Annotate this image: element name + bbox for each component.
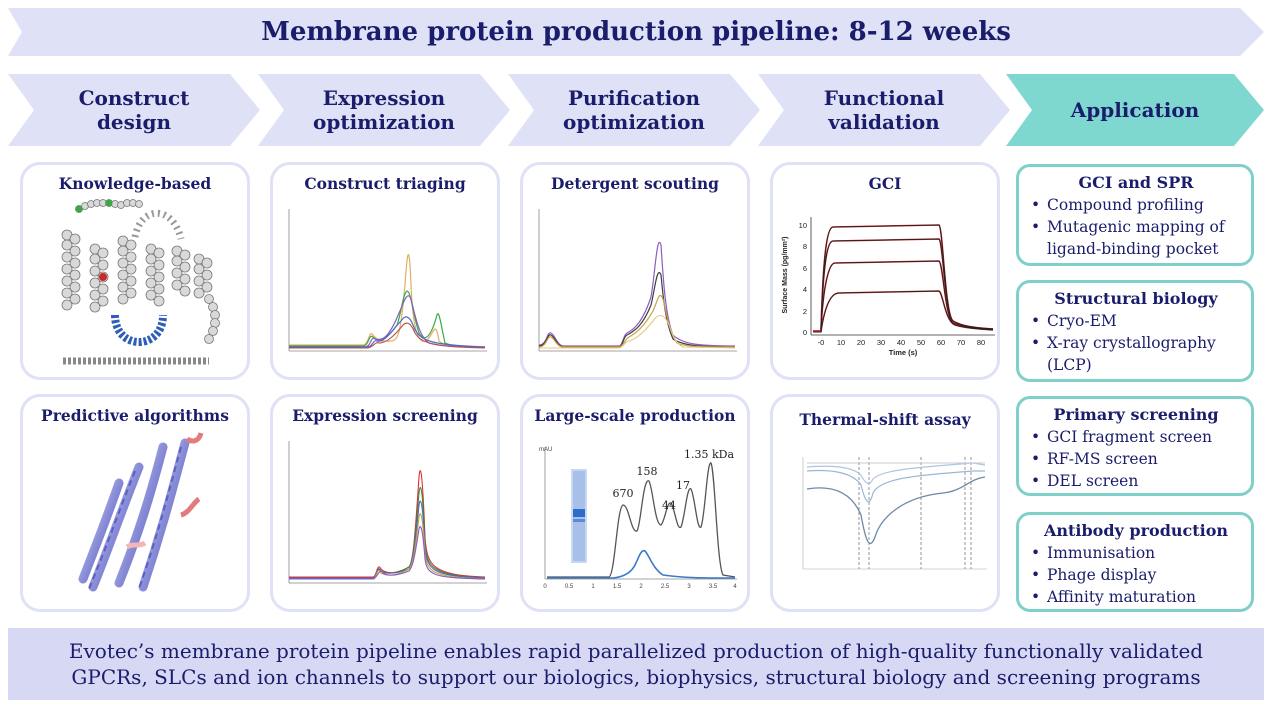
step-label-line1: Purification [567,85,701,110]
card-title: Detergent scouting [551,174,719,193]
large-scale-x-tick: 2.5 [661,584,670,590]
card-thermal-shift-assay: Thermal-shift assay [770,394,1000,612]
application-list: Compound profiling Mutagenic mapping of … [1029,194,1243,260]
gci-y-label: Surface Mass (pg/mm²) [782,236,789,313]
large-scale-x-tick: 3 [687,584,691,590]
application-item: Affinity maturation [1029,586,1243,608]
application-antibody-production: Antibody production Immunisation Phage d… [1016,512,1254,612]
application-item: Cryo-EM [1029,310,1243,332]
card-large-scale-production: Large-scale production mAU 670 158 44 17… [520,394,750,612]
application-item: RF-MS screen [1029,448,1243,470]
card-expression-screening: Expression screening [270,394,500,612]
protein-structure-model [78,432,204,592]
card-title: Predictive algorithms [41,406,229,425]
step-purification-optimization: Purification optimization [508,74,760,146]
gci-x-label: Time (s) [889,348,918,357]
gci-y-tick: 4 [803,285,807,294]
large-scale-chromatogram: mAU 670 158 44 17 1.35 kDa 0 0.5 1 1.5 2… [539,447,737,590]
detergent-scouting-chromatogram [538,209,737,352]
application-list: GCI fragment screen RF-MS screen DEL scr… [1029,426,1243,492]
step-expression-optimization: Expression optimization [258,74,510,146]
card-title: GCI [868,174,902,193]
large-scale-y-label: mAU [539,447,552,453]
application-item: Immunisation [1029,542,1243,564]
peak-label: 158 [637,465,658,478]
gci-x-tick: 20 [857,338,865,347]
footer-line2: GPCRs, SLCs and ion channels to support … [71,665,1201,689]
application-item: GCI fragment screen [1029,426,1243,448]
application-title: Structural biology [1054,289,1218,308]
gci-x-tick: 80 [977,338,985,347]
banner-arrow-shape [8,8,1264,56]
card-title: Construct triaging [304,174,466,193]
card-title: Expression screening [292,406,478,425]
large-scale-x-tick: 0 [543,584,547,590]
gci-x-tick: 50 [917,338,925,347]
application-title: Primary screening [1053,405,1219,424]
gci-y-tick: 10 [799,221,807,230]
gci-y-tick: 0 [803,328,807,337]
application-item: X-ray crystallography (LCP) [1029,332,1243,376]
construct-triaging-chromatogram [288,209,487,352]
large-scale-x-tick: 2 [639,584,643,590]
application-item: Phage display [1029,564,1243,586]
gci-x-tick: 30 [877,338,885,347]
step-label-line1: Construct [78,85,190,110]
application-structural-biology: Structural biology Cryo-EM X-ray crystal… [1016,280,1254,382]
step-application: Application [1006,74,1264,146]
application-gci-spr: GCI and SPR Compound profiling Mutagenic… [1016,164,1254,266]
peak-label: 44 [662,499,676,512]
gci-y-tick: 2 [803,307,807,316]
card-construct-triaging: Construct triaging [270,162,500,380]
large-scale-x-tick: 1.5 [613,584,622,590]
gci-x-tick: 10 [837,338,845,347]
card-title: Thermal-shift assay [799,410,971,429]
pipeline-banner: Membrane protein production pipeline: 8-… [8,8,1264,56]
large-scale-x-tick: 3.5 [709,584,718,590]
card-detergent-scouting: Detergent scouting [520,162,750,380]
step-functional-validation: Functional validation [758,74,1010,146]
thermal-shift-chart [802,457,987,570]
summary-footer: Evotec’s membrane protein pipeline enabl… [8,628,1264,700]
step-construct-design: Construct design [8,74,260,146]
application-title: Antibody production [1043,521,1229,540]
application-item: DEL screen [1029,470,1243,492]
application-list: Cryo-EM X-ray crystallography (LCP) [1029,310,1243,376]
card-knowledge-based: Knowledge-based [20,162,250,380]
application-item: Compound profiling [1029,194,1243,216]
application-title: GCI and SPR [1078,173,1194,192]
step-label-line1: Expression [322,85,446,110]
peak-label: 1.35 kDa [684,448,734,461]
step-label-line2: validation [828,110,940,134]
gci-x-tick: -0 [818,338,825,347]
snake-plot-diagram [61,199,220,365]
step-label-line1: Application [1070,97,1200,122]
application-item: Mutagenic mapping of ligand-binding pock… [1029,216,1243,260]
banner-title: Membrane protein production pipeline: 8-… [261,17,1011,47]
step-label-line2: design [96,110,172,134]
large-scale-x-tick: 4 [733,584,737,590]
step-label-line2: optimization [313,110,455,134]
card-predictive-algorithms: Predictive algorithms [20,394,250,612]
gci-y-tick: 6 [803,264,807,273]
gci-y-tick: 8 [803,242,807,251]
gci-x-tick: 70 [957,338,965,347]
expression-screening-chromatogram [288,441,487,584]
peak-label: 670 [613,487,634,500]
large-scale-x-tick: 0.5 [565,584,574,590]
peak-label: 17 [676,479,690,492]
application-primary-screening: Primary screening GCI fragment screen RF… [1016,396,1254,496]
footer-line1: Evotec’s membrane protein pipeline enabl… [68,639,1204,663]
card-gci: GCI 10 8 6 4 2 0 -0 10 20 30 40 50 60 70… [770,162,1000,380]
card-title: Large-scale production [534,406,736,425]
large-scale-x-tick: 1 [591,584,595,590]
step-label-line1: Functional [823,85,945,110]
gci-x-tick: 40 [897,338,905,347]
gci-sensorgram: 10 8 6 4 2 0 -0 10 20 30 40 50 60 70 80 … [782,217,995,357]
application-list: Immunisation Phage display Affinity matu… [1029,542,1243,608]
step-label-line2: optimization [563,110,705,134]
gci-x-tick: 60 [937,338,945,347]
card-title: Knowledge-based [58,174,212,193]
